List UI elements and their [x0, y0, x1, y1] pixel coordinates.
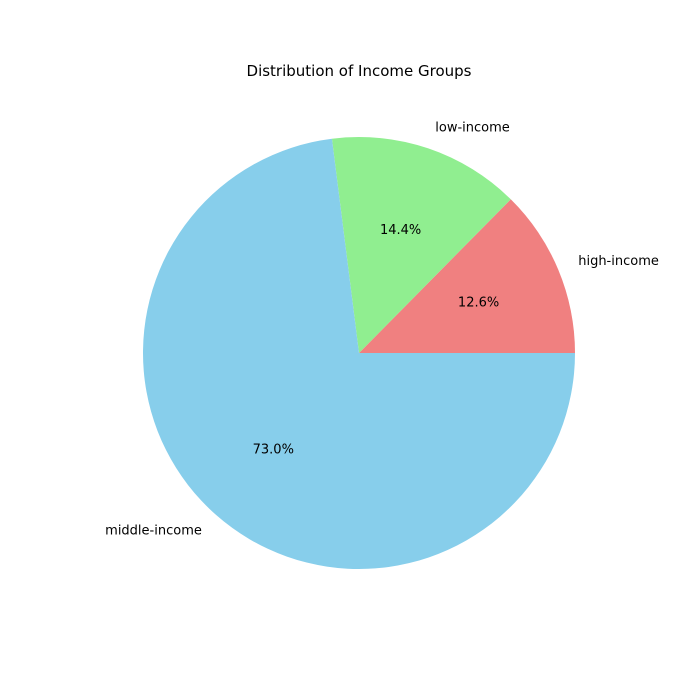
slice-label-middle-income: middle-income — [105, 524, 202, 539]
pie-slice-high-income — [359, 199, 575, 353]
pie-slice-low-income — [331, 137, 511, 353]
chart-title: Distribution of Income Groups — [247, 62, 472, 80]
slice-percent-low-income: 14.4% — [380, 223, 421, 238]
pie-labels: high-income 12.6% low-income 14.4% middle-in… — [105, 120, 659, 538]
pie-slices — [143, 137, 575, 570]
slice-percent-middle-income: 73.0% — [253, 443, 294, 458]
slice-label-low-income: low-income — [435, 120, 510, 135]
slice-label-high-income: high-income — [578, 254, 659, 269]
pie-slice-middle-income — [143, 138, 575, 570]
slice-percent-high-income: 12.6% — [458, 296, 499, 311]
